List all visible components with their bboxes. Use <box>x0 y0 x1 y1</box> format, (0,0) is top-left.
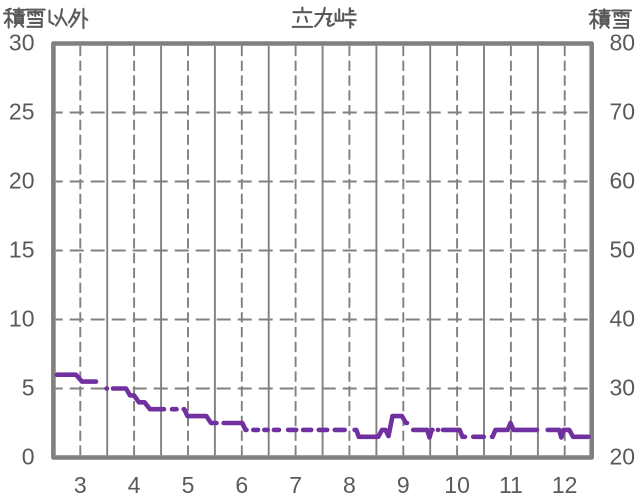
svg-text:70: 70 <box>610 98 636 124</box>
svg-text:15: 15 <box>9 236 35 262</box>
svg-text:12: 12 <box>552 472 578 498</box>
svg-text:20: 20 <box>9 167 35 193</box>
svg-text:7: 7 <box>289 472 302 498</box>
svg-text:5: 5 <box>182 472 195 498</box>
svg-text:60: 60 <box>610 167 636 193</box>
svg-text:30: 30 <box>9 29 35 55</box>
svg-text:8: 8 <box>343 472 356 498</box>
svg-text:4: 4 <box>128 472 141 498</box>
svg-text:11: 11 <box>499 472 523 498</box>
svg-text:10: 10 <box>444 472 470 498</box>
svg-text:20: 20 <box>610 443 636 469</box>
svg-text:30: 30 <box>610 374 636 400</box>
svg-text:6: 6 <box>235 472 248 498</box>
svg-text:5: 5 <box>22 374 35 400</box>
svg-text:9: 9 <box>397 472 410 498</box>
svg-text:3: 3 <box>74 472 87 498</box>
svg-text:40: 40 <box>610 305 636 331</box>
svg-text:0: 0 <box>22 443 35 469</box>
svg-text:80: 80 <box>610 29 636 55</box>
svg-text:10: 10 <box>9 305 35 331</box>
svg-text:25: 25 <box>9 98 35 124</box>
svg-text:50: 50 <box>610 236 636 262</box>
